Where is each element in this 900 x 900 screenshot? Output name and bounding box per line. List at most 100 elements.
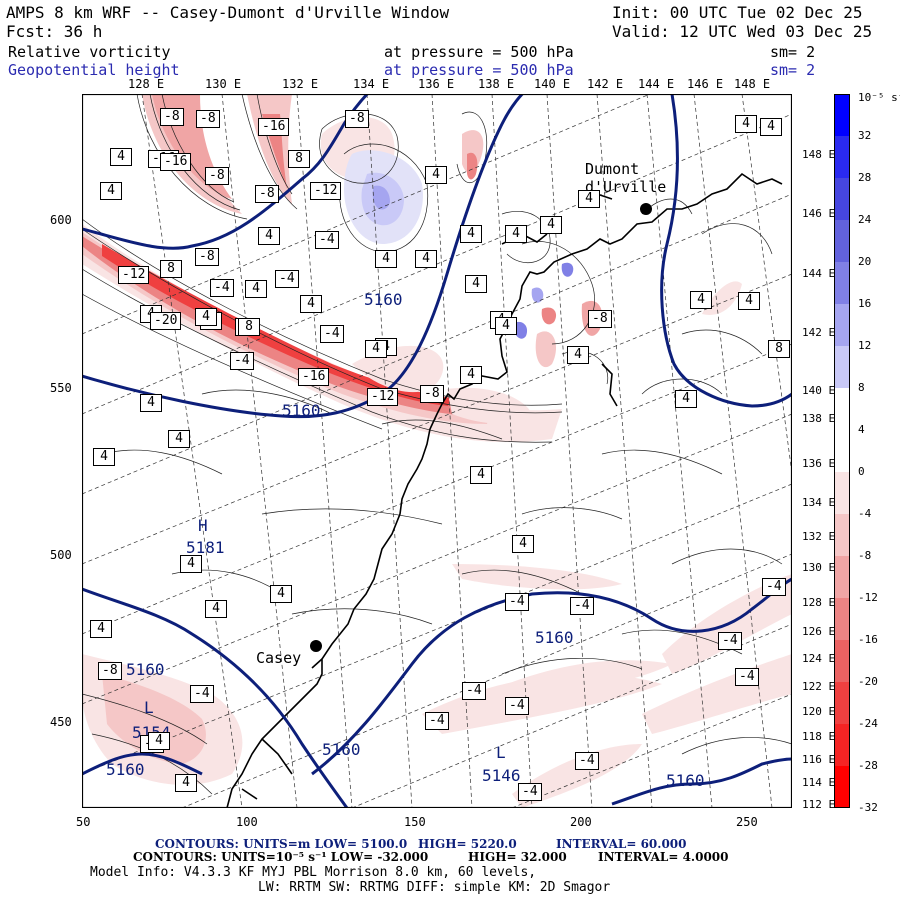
vorticity-value-box: 8: [288, 150, 310, 168]
vorticity-value-box: -8: [345, 110, 369, 128]
colorbar-swatch: [834, 724, 850, 767]
y-axis-label: 600: [50, 213, 72, 227]
colorbar-swatch: [834, 556, 850, 599]
top-lon-label: 130 E: [205, 77, 242, 91]
x-axis-label: 50: [76, 815, 91, 829]
vorticity-value-box: -8: [160, 108, 184, 126]
colorbar-swatch: [834, 346, 850, 389]
vorticity-value-box: 4: [375, 250, 397, 268]
init-time: Init: 00 UTC Tue 02 Dec 25: [612, 3, 863, 22]
vorticity-value-box: 4: [470, 466, 492, 484]
right-lon-label: 144 E: [802, 267, 836, 280]
height-label: 5181: [186, 538, 225, 557]
footer-model-info: Model Info: V4.3.3 KF MYJ PBL Morrison 8…: [90, 865, 537, 880]
high-center: H: [198, 516, 208, 535]
field1-smoothing: sm= 2: [770, 43, 816, 61]
vorticity-value-box: 4: [460, 225, 482, 243]
vorticity-value-box: -4: [505, 697, 529, 715]
footer-height-interval: INTERVAL= 60.000: [556, 837, 687, 851]
vorticity-value-box: 4: [415, 250, 437, 268]
latlon-grid: [82, 94, 792, 808]
colorbar-swatch: [834, 178, 850, 221]
field2-smoothing: sm= 2: [770, 61, 816, 79]
field1-level: at pressure = 500 hPa: [384, 43, 574, 61]
height-label: 5160: [126, 660, 165, 679]
vorticity-value-box: -4: [518, 783, 542, 801]
vorticity-value-box: -4: [275, 270, 299, 288]
colorbar-swatch: [834, 514, 850, 557]
colorbar-label: 0: [858, 465, 865, 478]
colorbar-label: 20: [858, 255, 872, 268]
vorticity-value-box: 4: [205, 600, 227, 618]
top-lon-label: 140 E: [534, 77, 571, 91]
x-axis-label: 250: [736, 815, 758, 829]
right-lon-label: 140 E: [802, 384, 836, 397]
vorticity-contours: [82, 94, 792, 795]
vorticity-value-box: 4: [690, 291, 712, 309]
vorticity-value-box: 4: [460, 366, 482, 384]
footer-vort-interval: INTERVAL= 4.0000: [598, 850, 729, 864]
station-dot-casey: [310, 640, 322, 652]
colorbar-label: 28: [858, 171, 872, 184]
vorticity-value-box: 4: [100, 182, 122, 200]
map-title: AMPS 8 km WRF -- Casey-Dumont d'Urville …: [6, 3, 450, 22]
right-lon-label: 126 E: [802, 625, 836, 638]
vorticity-value-box: -4: [190, 685, 214, 703]
vorticity-value-box: 4: [300, 295, 322, 313]
vorticity-value-box: 4: [245, 280, 267, 298]
height-label: 5160: [535, 628, 574, 647]
right-lon-label: 132 E: [802, 530, 836, 543]
vorticity-value-box: 8: [238, 318, 260, 336]
footer-vort-high: HIGH= 32.000: [468, 850, 567, 864]
colorbar-label: 16: [858, 297, 872, 310]
footer-vort-contours: CONTOURS: UNITS=10⁻⁵ s⁻¹ LOW= -32.000: [133, 850, 429, 864]
colorbar-swatch: [834, 682, 850, 725]
vorticity-value-box: -4: [762, 578, 786, 596]
vorticity-value-box: -8: [588, 310, 612, 328]
map-panel: [82, 94, 792, 808]
height-label: 5160: [364, 290, 403, 309]
colorbar-swatch: [834, 766, 850, 808]
vorticity-value-box: 4: [148, 732, 170, 750]
vorticity-value-box: 4: [760, 118, 782, 136]
colorbar-label: 8: [858, 381, 865, 394]
vorticity-value-box: -4: [735, 668, 759, 686]
colorbar-label: -4: [858, 507, 872, 520]
field2-level: at pressure = 500 hPa: [384, 61, 574, 79]
low-center: L: [496, 743, 506, 762]
colorbar-label: -24: [858, 717, 878, 730]
right-lon-label: 146 E: [802, 207, 836, 220]
colorbar-swatch: [834, 640, 850, 683]
top-lon-label: 142 E: [587, 77, 624, 91]
field2-name: Geopotential height: [8, 61, 180, 79]
colorbar-label: -32: [858, 801, 878, 814]
x-axis-label: 100: [236, 815, 258, 829]
colorbar-swatch: [834, 220, 850, 263]
y-axis-label: 500: [50, 548, 72, 562]
vorticity-value-box: 4: [738, 292, 760, 310]
vorticity-value-box: 4: [270, 585, 292, 603]
top-lon-label: 148 E: [734, 77, 771, 91]
forecast-hour: Fcst: 36 h: [6, 22, 103, 41]
right-lon-label: 122 E: [802, 680, 836, 693]
top-lon-label: 144 E: [638, 77, 675, 91]
top-lon-label: 132 E: [282, 77, 319, 91]
colorbar-swatch: [834, 472, 850, 515]
vorticity-value-box: 4: [365, 340, 387, 358]
colorbar-label: 12: [858, 339, 872, 352]
vorticity-value-box: -12: [367, 388, 399, 406]
vorticity-value-box: 4: [140, 394, 162, 412]
vorticity-value-box: 4: [93, 448, 115, 466]
right-lon-label: 116 E: [802, 753, 836, 766]
vorticity-value-box: 4: [90, 620, 112, 638]
vorticity-value-box: -8: [196, 110, 220, 128]
footer-physics: LW: RRTM SW: RRTMG DIFF: simple KM: 2D S…: [258, 880, 611, 895]
colorbar-swatch: [834, 598, 850, 641]
vorticity-value-box: 4: [110, 148, 132, 166]
vorticity-value-box: -4: [718, 632, 742, 650]
coastline: [226, 172, 783, 808]
colorbar-label: -12: [858, 591, 878, 604]
colorbar-swatch: [834, 94, 850, 137]
vorticity-value-box: 4: [258, 227, 280, 245]
y-axis-label: 550: [50, 381, 72, 395]
